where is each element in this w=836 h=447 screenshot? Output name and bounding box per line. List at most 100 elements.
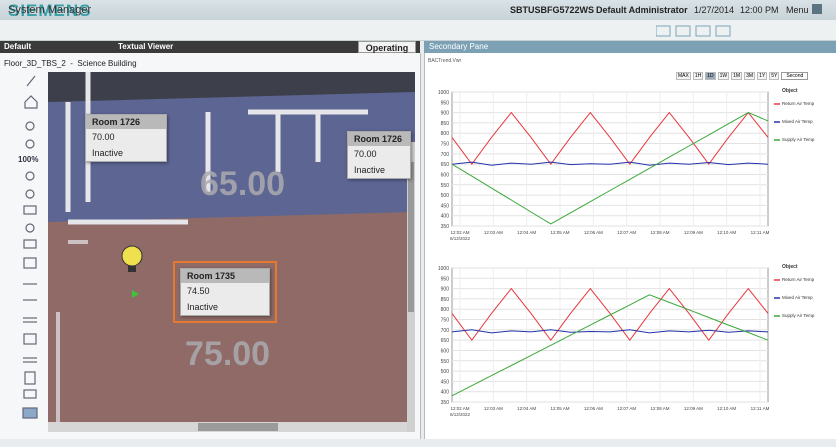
- x-tick-label: 12:04 AM: [517, 230, 536, 235]
- room-value: 70.00: [92, 132, 115, 142]
- y-tick-label: 850: [441, 121, 450, 127]
- host: SBTUSBFG5722WS: [510, 5, 595, 15]
- room-title: Room 1726: [86, 115, 166, 129]
- range-button[interactable]: 5Y: [769, 72, 780, 80]
- x-tick-label: 12:05 AM: [550, 406, 569, 411]
- y-tick-label: 450: [441, 379, 450, 385]
- y-tick-label: 350: [441, 400, 450, 406]
- time: 12:00 PM: [740, 5, 779, 15]
- x-tick-label: 12:11 AM: [751, 230, 770, 235]
- y-tick-label: 700: [441, 152, 450, 158]
- legend-entry: Return Air Temp: [782, 277, 815, 282]
- legend-entry: Return Air Temp: [782, 101, 815, 106]
- room-card[interactable]: Room 1735 74.50 Inactive: [173, 261, 277, 323]
- x-tick-label: 12:07 AM: [617, 230, 636, 235]
- y-tick-label: 700: [441, 328, 450, 334]
- x-tick-label: 12:06 AM: [584, 406, 603, 411]
- menu-icon[interactable]: [812, 4, 822, 14]
- y-tick-label: 500: [441, 369, 450, 375]
- y-tick-label: 1000: [438, 266, 449, 272]
- x-tick-label: 12:07 AM: [617, 406, 636, 411]
- x-date-label: 6/12/2022: [450, 412, 471, 417]
- y-tick-label: 950: [441, 100, 450, 106]
- breadcrumb[interactable]: Floor_3D_TBS_2 - Science Building: [4, 59, 137, 68]
- y-tick-label: 750: [441, 142, 450, 148]
- x-tick-label: 12:11 AM: [751, 406, 770, 411]
- tab-textual[interactable]: Textual Viewer: [118, 42, 174, 51]
- y-tick-label: 750: [441, 318, 450, 324]
- x-tick-label: 12:06 AM: [584, 230, 603, 235]
- x-tick-label: 12:05 AM: [550, 230, 569, 235]
- range-button[interactable]: 1W: [717, 72, 730, 80]
- series-line: [451, 111, 769, 166]
- y-tick-label: 350: [441, 224, 450, 230]
- y-tick-label: 400: [441, 390, 450, 396]
- room-card[interactable]: Room 1726 70.00 Inactive: [85, 114, 167, 162]
- title-bar: [0, 20, 836, 41]
- legend-title: Object: [782, 264, 798, 270]
- x-tick-label: 12:03 AM: [484, 230, 503, 235]
- tab-default[interactable]: Default: [4, 42, 32, 51]
- y-tick-label: 600: [441, 348, 450, 354]
- building-name[interactable]: Science Building: [77, 59, 137, 68]
- y-tick-label: 400: [441, 214, 450, 220]
- y-tick-label: 650: [441, 338, 450, 344]
- secondary-tab[interactable]: Secondary Pane: [424, 41, 836, 53]
- layout-buttons[interactable]: [656, 25, 756, 37]
- room-value: 74.50: [187, 286, 210, 296]
- trend-svg: 350 400 450 500 550 600 650 700 750 800 850 900 950 1…: [438, 88, 815, 241]
- y-tick-label: 450: [441, 203, 450, 209]
- range-button[interactable]: 3M: [744, 72, 756, 80]
- range-button[interactable]: 1Y: [757, 72, 768, 80]
- x-tick-label: 12:03 AM: [484, 406, 503, 411]
- range-button[interactable]: 1D: [705, 72, 716, 80]
- trend-svg: 350 400 450 500 550 600 650 700 750 800 850 900 950 1…: [438, 264, 815, 417]
- room-title: Room 1735: [181, 269, 269, 283]
- brand: SIEMENS: [8, 1, 92, 20]
- y-tick-label: 950: [441, 276, 450, 282]
- y-tick-label: 650: [441, 162, 450, 168]
- x-tick-label: 12:08 AM: [650, 406, 669, 411]
- x-tick-label: 12:08 AM: [650, 230, 669, 235]
- user[interactable]: Default Administrator: [596, 5, 688, 15]
- y-tick-label: 1000: [438, 90, 449, 96]
- interval-select[interactable]: Second: [781, 72, 809, 80]
- x-tick-label: 12:10 AM: [717, 230, 736, 235]
- x-tick-label: 12:04 AM: [517, 406, 536, 411]
- x-tick-label: 12:09 AM: [684, 406, 703, 411]
- y-tick-label: 900: [441, 111, 450, 117]
- plot-area: [451, 267, 769, 403]
- trend-name: BACTrend.Vwr: [428, 58, 462, 64]
- y-tick-label: 600: [441, 172, 450, 178]
- room-status: Inactive: [92, 148, 124, 158]
- room-status: Inactive: [354, 165, 386, 175]
- room-status: Inactive: [187, 302, 219, 312]
- x-tick-label: 12:09 AM: [684, 230, 703, 235]
- series-line: [451, 329, 769, 334]
- legend-entry: Supply Air Temp: [782, 137, 815, 142]
- operating-tab[interactable]: Operating: [358, 41, 416, 53]
- trend-chart: 350 400 450 500 550 600 650 700 750 800 850 900 950 1…: [428, 262, 834, 442]
- room-card[interactable]: Room 1726 70.00 Inactive: [347, 131, 411, 179]
- y-tick-label: 550: [441, 359, 450, 365]
- y-tick-label: 900: [441, 287, 450, 293]
- tab-bar: Default Textual Viewer: [0, 41, 420, 53]
- zoom-level: 100%: [18, 155, 39, 164]
- x-tick-label: 12:10 AM: [717, 406, 736, 411]
- series-line: [451, 161, 769, 166]
- range-button[interactable]: 1M: [731, 72, 743, 80]
- range-button[interactable]: 1H: [692, 72, 704, 80]
- range-button[interactable]: MAX: [676, 72, 691, 80]
- legend-title: Object: [782, 88, 798, 94]
- app-title: System Manager: [8, 4, 92, 16]
- y-tick-label: 800: [441, 131, 450, 137]
- plot-area: [451, 91, 769, 227]
- zone-value: 75.00: [185, 335, 271, 373]
- menu[interactable]: Menu: [786, 5, 809, 15]
- zone-value: 65.00: [200, 165, 286, 203]
- room-title: Room 1726: [348, 132, 410, 146]
- floor-name[interactable]: Floor_3D_TBS_2: [4, 59, 66, 68]
- range-buttons: MAX 1H 1D 1W 1M 3M 1Y 5Y Second: [676, 72, 809, 80]
- series-line: [451, 294, 769, 397]
